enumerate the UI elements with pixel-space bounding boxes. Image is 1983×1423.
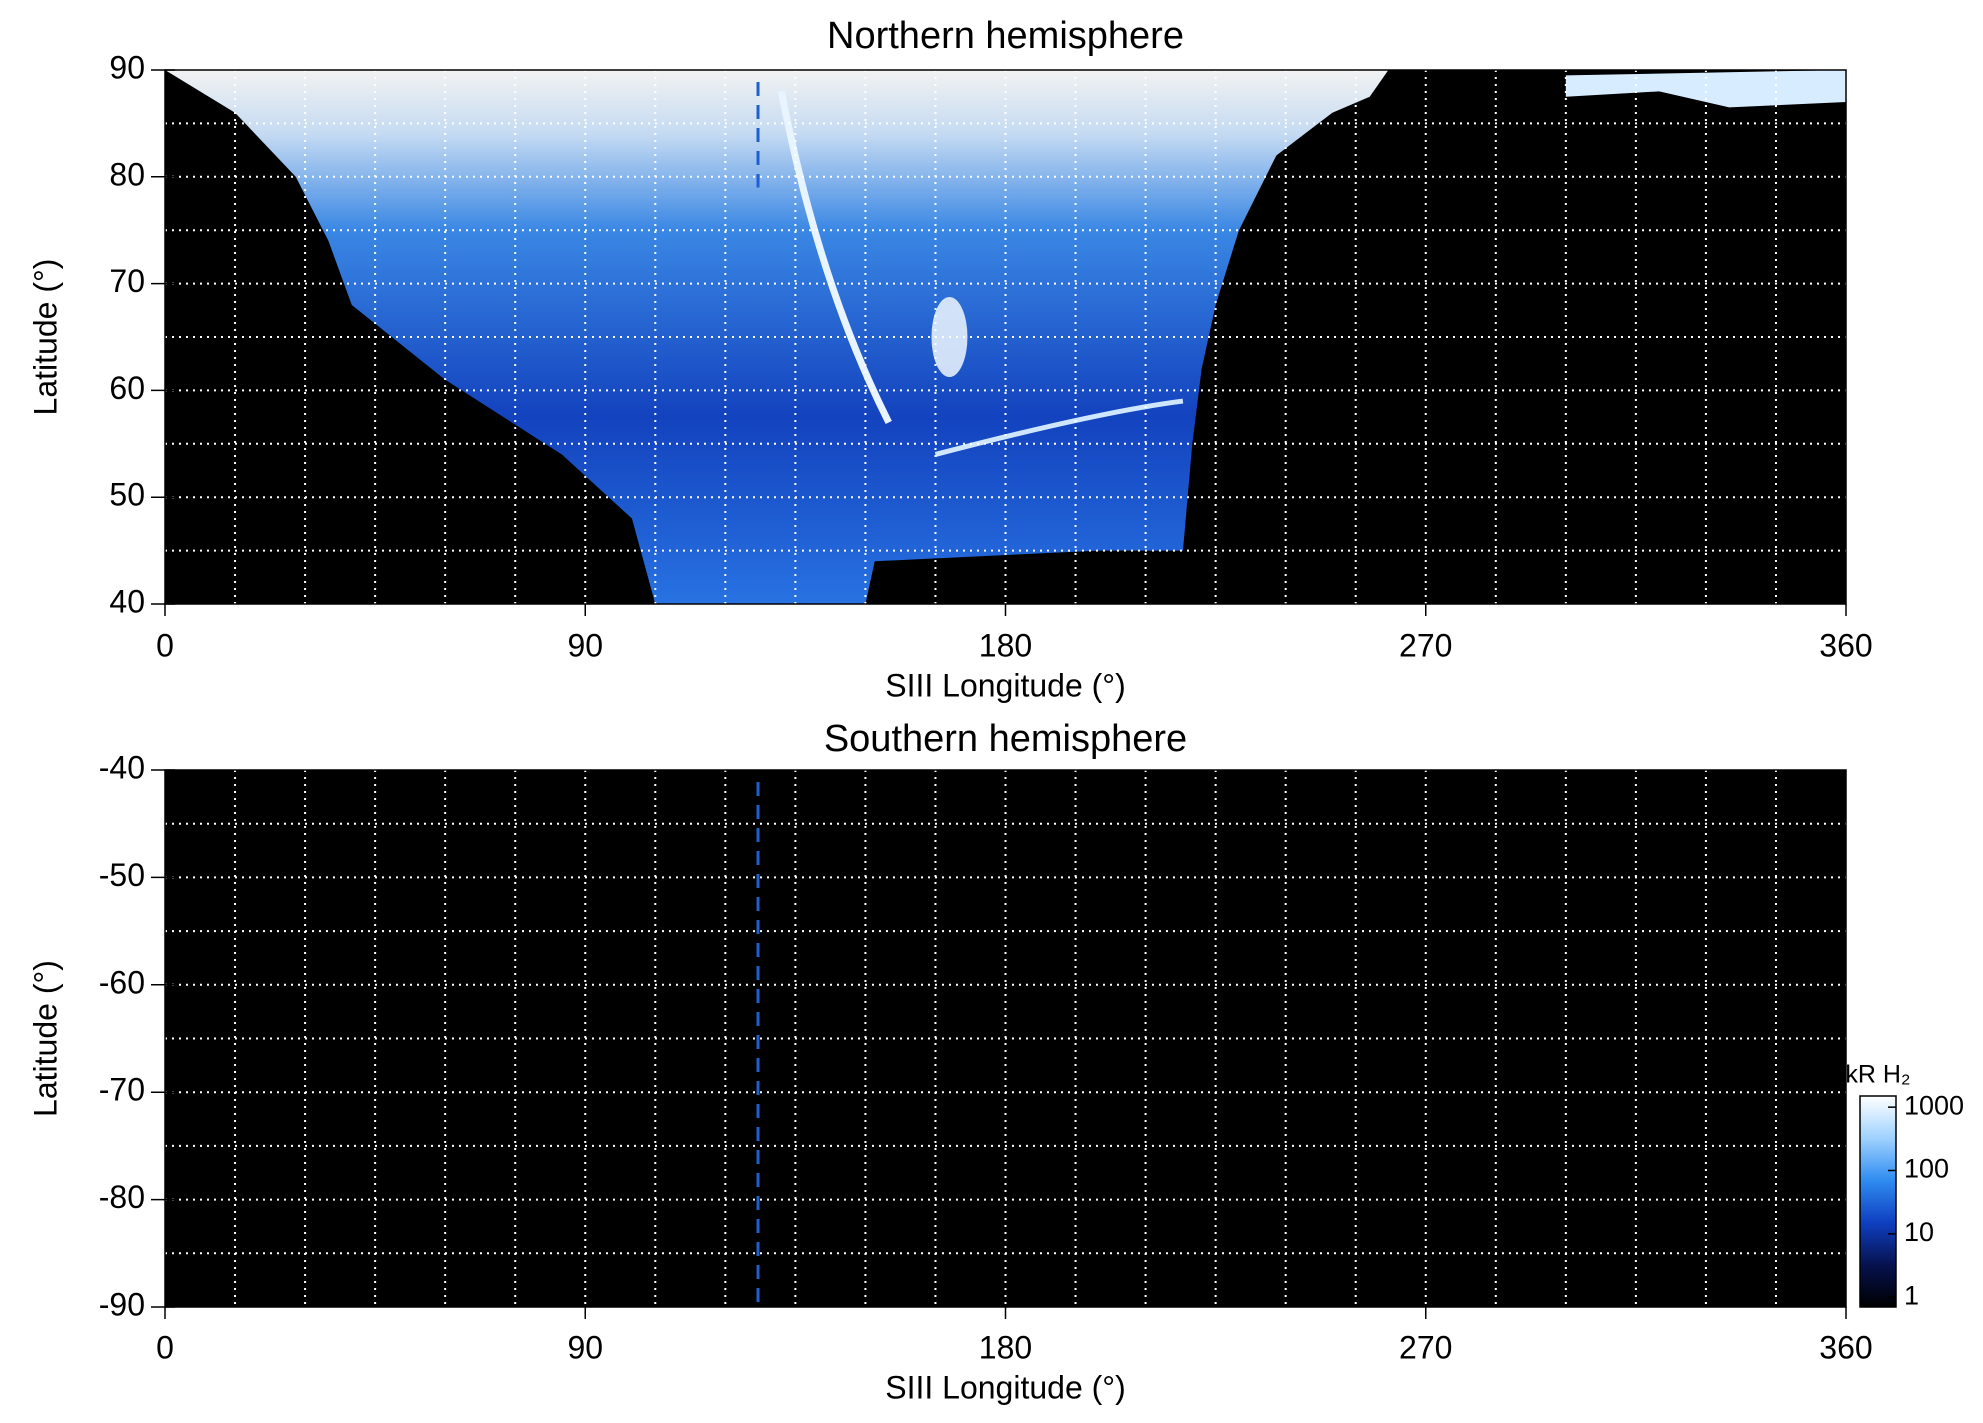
x-axis-label: SIII Longitude (°) [885,667,1125,703]
x-tick-label: 90 [567,627,603,663]
y-tick-label: 50 [109,477,145,513]
y-tick-label: 60 [109,370,145,406]
x-tick-label: 270 [1399,627,1452,663]
x-tick-label: 180 [979,1329,1032,1365]
chart-title: Southern hemisphere [824,718,1187,760]
y-tick-label: -70 [99,1072,145,1108]
emission-arc [934,398,1184,457]
y-tick-label: 90 [109,49,145,85]
x-tick-label: 180 [979,627,1032,663]
x-tick-label: 270 [1399,1329,1452,1365]
colorbar [1859,1095,1897,1308]
x-tick-label: 90 [567,1329,603,1365]
y-tick-label: -40 [99,749,145,785]
y-tick-label: 40 [109,583,145,619]
x-axis-label: SIII Longitude (°) [885,1369,1125,1405]
x-tick-label: 0 [156,627,174,663]
colorbar-tick-label: 1 [1904,1280,1919,1310]
y-tick-label: 80 [109,156,145,192]
colorbar-tick-label: 10 [1904,1217,1934,1247]
x-tick-label: 0 [156,1329,174,1365]
y-tick-label: -90 [99,1286,145,1322]
colorbar-label: kR H₂ [1845,1061,1910,1089]
colorbar-tick-label: 1000 [1904,1090,1964,1120]
y-tick-label: -50 [99,857,145,893]
emission-arc [777,90,892,425]
colorbar-tick-label: 100 [1904,1154,1949,1184]
y-axis-label: Latitude (°) [27,259,63,416]
emission-image [165,70,1389,604]
y-tick-label: 70 [109,263,145,299]
x-tick-label: 360 [1819,627,1872,663]
y-tick-label: -80 [99,1179,145,1215]
x-tick-label: 360 [1819,1329,1872,1365]
chart-title: Northern hemisphere [827,15,1184,57]
y-axis-label: Latitude (°) [27,960,63,1117]
y-tick-label: -60 [99,964,145,1000]
